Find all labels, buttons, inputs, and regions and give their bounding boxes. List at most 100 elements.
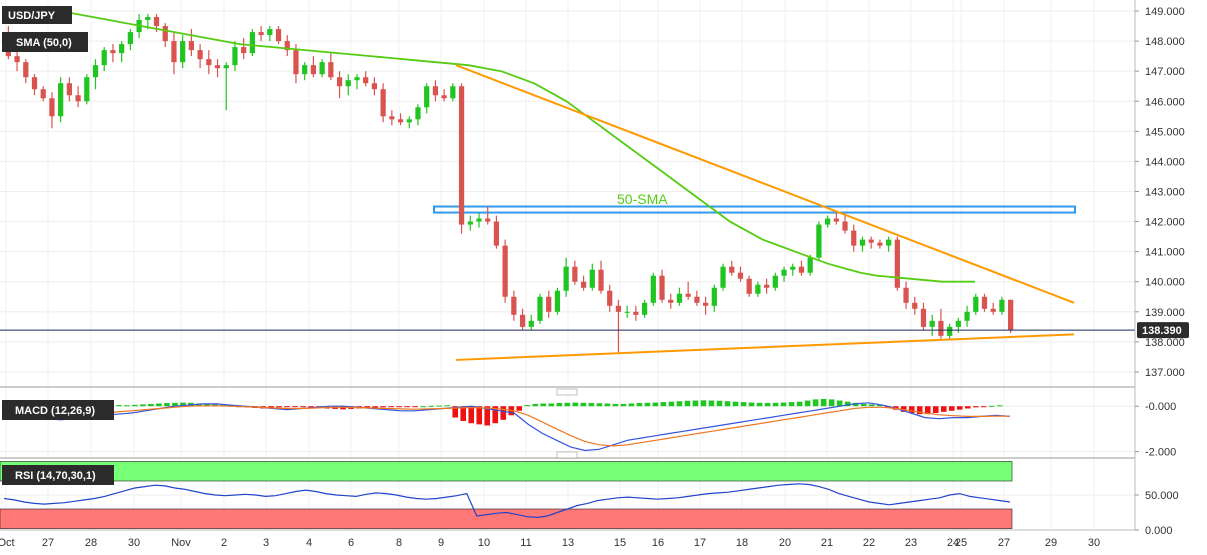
candle-body: [563, 266, 569, 291]
macd-histogram-bar: [652, 402, 659, 407]
macd-histogram-bar: [532, 403, 539, 407]
candle-body: [659, 275, 665, 300]
candle-body: [755, 284, 761, 294]
candle-body: [14, 56, 20, 63]
candle-body: [633, 311, 639, 315]
candle-body: [833, 218, 839, 222]
macd-histogram-bar: [156, 403, 162, 407]
macd-histogram-bar: [124, 405, 130, 407]
candle-body: [328, 62, 334, 78]
candle-body: [772, 275, 778, 288]
candle-body: [702, 302, 709, 306]
time-grid: [5, 0, 1095, 530]
candle-body: [458, 86, 465, 225]
candle-body: [938, 320, 944, 336]
macd-tick-label: -2.000: [1145, 447, 1176, 459]
candle-body: [694, 296, 700, 303]
candle-body: [528, 320, 534, 327]
time-tick-label: 25: [955, 537, 967, 549]
candle-body: [188, 41, 194, 51]
macd-histogram-bar: [972, 406, 979, 408]
candle-body: [180, 41, 186, 63]
price-tick-label: 146.000: [1145, 96, 1185, 108]
macd-histogram-bar: [300, 406, 306, 408]
candle-body: [467, 221, 473, 225]
macd-histogram-bar: [164, 403, 170, 407]
candle-body: [624, 311, 630, 313]
candle-body: [363, 77, 369, 84]
candle-body: [101, 50, 107, 66]
time-tick-label: 20: [779, 537, 791, 549]
price-tick-label: 147.000: [1145, 66, 1185, 78]
candle-body: [859, 239, 866, 246]
macd-histogram-bar: [852, 402, 859, 407]
candle-body: [293, 50, 299, 75]
time-tick-label: 8: [396, 537, 402, 549]
panel-divider[interactable]: [0, 386, 1135, 388]
rsi-legend-text: RSI (14,70,30,1): [15, 470, 96, 482]
price-tick-label: 139.000: [1145, 307, 1185, 319]
macd-legend-text: MACD (12,26,9): [15, 405, 95, 417]
candle-body: [75, 95, 81, 102]
candle-body: [40, 89, 46, 99]
macd-histogram-bar: [692, 400, 699, 407]
time-tick-label: 28: [85, 537, 97, 549]
macd-histogram-bar: [828, 399, 835, 407]
candle-body: [476, 218, 482, 222]
macd-histogram-bar: [844, 401, 851, 407]
macd-histogram-bar: [940, 406, 947, 412]
macd-histogram-bar: [724, 401, 731, 407]
time-tick-label: 13: [562, 537, 574, 549]
candle-body: [23, 62, 29, 78]
price-tick-label: 142.000: [1145, 217, 1185, 229]
macd-histogram-bar: [700, 400, 707, 407]
symbol-label[interactable]: USD/JPY: [2, 6, 72, 24]
candle-body: [746, 278, 752, 294]
macd-histogram-bar: [772, 402, 779, 407]
time-tick-label: 9: [438, 537, 444, 549]
resize-handle-rsi[interactable]: [556, 451, 578, 459]
macd-histogram-bar: [148, 403, 154, 407]
macd-histogram-bar: [780, 402, 787, 407]
price-axis[interactable]: 149.000 148.000 147.000 146.000 145.000 144.0…: [1135, 6, 1185, 379]
candle-body: [546, 296, 552, 312]
sma-legend[interactable]: SMA (50,0): [2, 32, 88, 52]
candle-body: [676, 293, 683, 303]
time-axis[interactable]: Oct 27 28 30 Nov 2 3 4 6 8 9 10 11 13 15 16 17 18 20 21 22 23…: [0, 537, 1100, 549]
upper-trendline: [455, 64, 1075, 304]
candle-body: [511, 296, 517, 315]
resize-handle-macd[interactable]: [556, 388, 578, 396]
candle-body: [668, 299, 674, 303]
candle-body: [519, 314, 526, 327]
candle-body: [781, 269, 787, 276]
candle-body: [153, 17, 160, 27]
macd-histogram-bar: [932, 406, 939, 414]
candle-body: [894, 239, 900, 288]
sma-legend-text: SMA (50,0): [16, 37, 72, 49]
candle-body: [589, 269, 595, 288]
candle-body: [267, 29, 273, 36]
macd-histogram-bar: [948, 406, 955, 411]
candle-body: [336, 77, 343, 87]
candle-body: [685, 293, 691, 297]
macd-legend[interactable]: MACD (12,26,9): [2, 400, 114, 420]
macd-histogram-bar: [996, 405, 1003, 407]
candle-body: [162, 26, 168, 42]
time-tick-label: 17: [694, 537, 706, 549]
time-tick-label: Oct: [0, 537, 15, 549]
macd-histogram-bar: [396, 406, 402, 408]
macd-histogram-bar: [204, 403, 210, 407]
macd-histogram-bar: [708, 400, 715, 407]
rsi-legend[interactable]: RSI (14,70,30,1): [2, 465, 114, 485]
candle-body: [981, 296, 988, 309]
candle-body: [92, 65, 99, 78]
candle-body: [284, 41, 290, 51]
macd-histogram-bar: [876, 405, 883, 407]
candle-body: [389, 116, 395, 120]
time-tick-label: 15: [614, 537, 626, 549]
price-tick-label: 141.000: [1145, 247, 1185, 259]
time-tick-label: 2: [221, 537, 227, 549]
macd-histogram-bar: [660, 402, 667, 407]
time-tick-label: 27: [42, 537, 54, 549]
macd-histogram-bar: [628, 403, 635, 407]
